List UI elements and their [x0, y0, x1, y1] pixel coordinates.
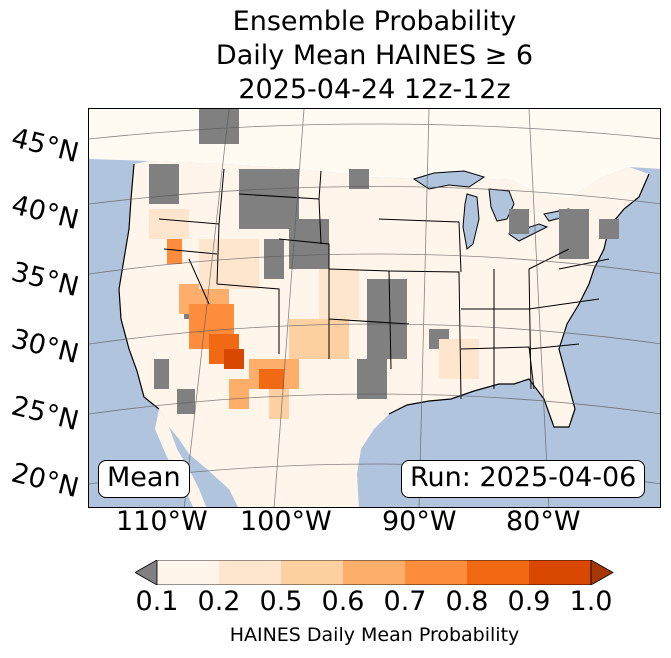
colorbar-bin-1	[219, 560, 281, 585]
lon-label-90: 90°W	[382, 506, 457, 537]
title-line-1: Ensemble Probability	[232, 6, 517, 37]
colorbar-bin-5	[467, 560, 529, 585]
lat-label-20: 20°N	[8, 457, 82, 505]
colorbar-bin-6	[529, 560, 591, 585]
colorbar-under-arrow	[135, 560, 158, 585]
colorbar-tick-2: 0.5	[259, 586, 303, 617]
lat-label-25: 25°N	[8, 390, 82, 438]
coastline	[118, 163, 650, 428]
lat-label-35: 35°N	[8, 256, 82, 304]
mean-label-box: Mean	[98, 460, 190, 498]
colorbar	[135, 560, 614, 585]
lon-label-100: 100°W	[240, 506, 332, 537]
probability-shading	[149, 209, 479, 419]
colorbar-tick-0: 0.1	[135, 586, 179, 617]
colorbar-tick-5: 0.8	[445, 586, 489, 617]
colorbar-tick-6: 0.9	[507, 586, 551, 617]
colorbar-tick-3: 0.6	[321, 586, 365, 617]
lat-label-30: 30°N	[8, 323, 82, 371]
colorbar-bin-3	[343, 560, 405, 585]
colorbar-bin-2	[281, 560, 343, 585]
colorbar-bin-0	[157, 560, 219, 585]
state-boundaries	[158, 168, 610, 400]
colorbar-label: HAINES Daily Mean Probability	[229, 624, 520, 646]
lon-label-80: 80°W	[506, 506, 581, 537]
lake-michigan	[462, 193, 480, 250]
title-line-2: Daily Mean HAINES ≥ 6	[215, 40, 534, 71]
lake-huron	[488, 188, 515, 222]
baja-peninsula	[155, 409, 207, 507]
map-panel	[88, 108, 661, 508]
lon-label-110: 110°W	[116, 506, 208, 537]
colorbar-tick-4: 0.7	[383, 586, 427, 617]
colorbar-over-arrow	[590, 560, 614, 585]
lake-superior	[412, 170, 486, 190]
run-date-box: Run: 2025-04-06	[401, 460, 646, 498]
lat-label-40: 40°N	[8, 189, 82, 237]
colorbar-tick-1: 0.2	[197, 586, 241, 617]
title-line-3: 2025-04-24 12z-12z	[238, 74, 511, 105]
probability-map	[89, 109, 660, 507]
missing-data-patches	[149, 109, 619, 414]
colorbar-tick-7: 1.0	[569, 586, 613, 617]
lat-label-45: 45°N	[8, 122, 82, 170]
colorbar-bin-4	[405, 560, 467, 585]
